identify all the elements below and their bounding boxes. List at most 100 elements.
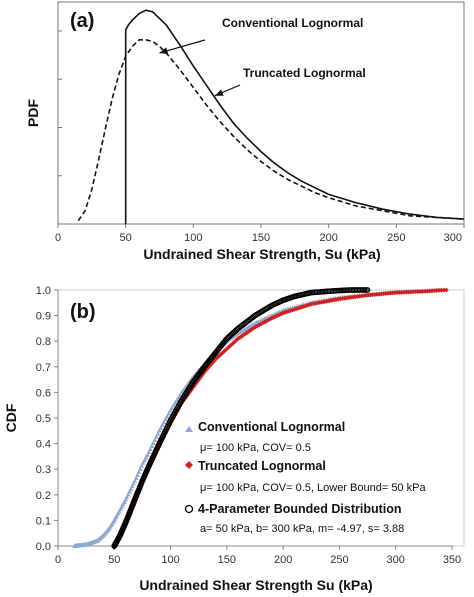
y-tick-label: 0.9 xyxy=(36,311,51,323)
y-tick-label: 0.2 xyxy=(36,490,51,502)
data-point xyxy=(415,289,421,294)
annotation-truncated-lognormal: Truncated Lognormal xyxy=(243,66,366,80)
x-tick-label: 100 xyxy=(184,232,202,244)
data-point xyxy=(167,408,173,413)
y-tick-label: 0.6 xyxy=(36,387,51,399)
data-point xyxy=(174,397,180,403)
legend-marker-circle xyxy=(184,504,194,514)
data-point xyxy=(201,370,207,375)
x-tick-label: 150 xyxy=(252,232,270,244)
data-point xyxy=(364,287,371,293)
data-point xyxy=(250,322,255,327)
panel-b-y-ticks: 0.0 0.1 0.2 0.3 0.4 0.5 0.6 0.7 0.8 0.9 1.0 xyxy=(36,285,58,553)
legend-item-truncated: Truncated Lognormal μ= 100 kPa, COV= 0.5… xyxy=(185,459,426,494)
data-point xyxy=(140,460,146,465)
data-point xyxy=(166,424,172,429)
panel-b-y-axis-title: CDF xyxy=(3,403,19,432)
data-point xyxy=(247,323,253,328)
x-tick-label: 150 xyxy=(218,554,236,566)
data-point xyxy=(301,304,307,309)
legend-param: μ= 100 kPa, COV= 0.5 xyxy=(200,442,311,454)
data-point xyxy=(198,374,204,379)
y-tick-label: 0.3 xyxy=(36,464,51,476)
data-point xyxy=(232,333,237,338)
y-tick-label: 0.0 xyxy=(36,541,51,553)
y-tick-label: 0.1 xyxy=(36,515,51,527)
x-tick-label: 0 xyxy=(55,554,61,566)
data-point xyxy=(119,503,125,509)
data-point xyxy=(166,411,172,416)
x-tick-label: 50 xyxy=(108,554,120,566)
data-point xyxy=(117,508,122,513)
data-point xyxy=(234,337,240,343)
data-point xyxy=(370,292,375,298)
x-tick-label: 200 xyxy=(319,232,337,244)
x-tick-label: 300 xyxy=(444,232,462,244)
x-tick-label: 100 xyxy=(161,554,179,566)
data-point xyxy=(125,491,131,497)
data-point xyxy=(173,410,179,416)
y-tick-label: 0.5 xyxy=(36,413,51,425)
data-point xyxy=(172,400,178,405)
data-point xyxy=(218,352,224,357)
data-point xyxy=(147,446,153,452)
data-point xyxy=(160,422,165,427)
data-point xyxy=(120,501,126,507)
data-point xyxy=(239,328,245,333)
data-point xyxy=(223,347,228,353)
panel-b-x-ticks: 0 50 100 150 200 250 300 350 xyxy=(55,546,461,566)
data-point xyxy=(241,327,247,332)
data-point xyxy=(212,358,217,363)
data-point xyxy=(262,319,267,325)
panel-a-y-ticks xyxy=(58,30,62,177)
data-point xyxy=(158,425,164,430)
data-point xyxy=(331,297,337,303)
annotation-conventional-lognormal: Conventional Lognormal xyxy=(222,16,363,30)
data-point xyxy=(137,466,143,471)
data-point xyxy=(153,434,159,439)
x-tick-label: 0 xyxy=(55,232,61,244)
series-conventional-lognormal-line xyxy=(77,38,465,222)
x-tick-label: 250 xyxy=(387,232,405,244)
panel-a: (a) 0 50 100 150 200 250 300 Conventional Logn… xyxy=(25,1,465,262)
data-point xyxy=(443,287,449,293)
series-truncated-lognormal-line xyxy=(124,9,465,224)
data-point xyxy=(194,380,199,385)
legend: Conventional Lognormal μ= 100 kPa, COV= … xyxy=(184,420,426,535)
data-point xyxy=(363,292,369,298)
data-point xyxy=(361,293,367,299)
data-point xyxy=(245,324,251,330)
data-point xyxy=(136,469,142,474)
data-point xyxy=(161,419,167,425)
data-point xyxy=(135,472,140,478)
panel-a-plot-frame xyxy=(57,1,465,225)
annotation-arrowhead-truncated xyxy=(214,89,224,96)
data-point xyxy=(146,449,152,455)
x-tick-label: 50 xyxy=(120,232,132,244)
data-point xyxy=(236,330,241,336)
data-point xyxy=(374,291,380,297)
data-point xyxy=(163,416,168,422)
data-point xyxy=(139,463,145,468)
panel-a-y-axis-title: PDF xyxy=(25,99,41,127)
data-point xyxy=(129,483,135,489)
data-point xyxy=(149,443,155,448)
y-tick-label: 0.7 xyxy=(36,362,51,374)
data-point xyxy=(156,428,162,433)
legend-marker-triangle xyxy=(185,426,193,432)
series-4-parameter-bounded-distribution xyxy=(111,287,371,549)
data-point xyxy=(127,489,132,494)
data-point xyxy=(128,486,134,491)
x-tick-label: 250 xyxy=(330,554,348,566)
panel-a-x-ticks: 0 50 100 150 200 250 300 xyxy=(55,224,465,244)
data-point xyxy=(263,318,269,324)
x-tick-label: 300 xyxy=(387,554,405,566)
panel-b: (b) 0 50 100 150 200 250 300 350 0.00.10.20.30.… xyxy=(3,285,465,593)
legend-item-conventional: Conventional Lognormal μ= 100 kPa, COV= … xyxy=(185,420,345,454)
data-point xyxy=(171,402,176,408)
x-tick-label: 200 xyxy=(274,554,292,566)
data-point xyxy=(234,332,239,337)
data-point xyxy=(237,329,243,334)
panel-b-x-axis-title: Undrained Shear Strength Su (kPa) xyxy=(139,577,372,593)
